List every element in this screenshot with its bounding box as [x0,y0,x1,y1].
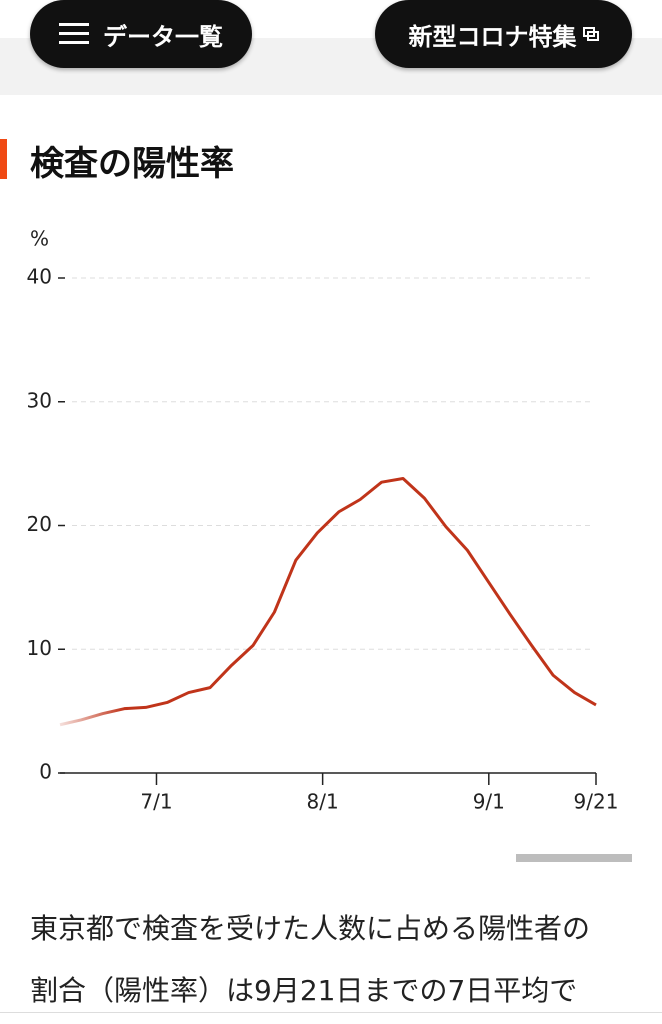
x-tick-label: 9/21 [574,790,619,814]
menu-icon [59,23,89,44]
x-tick-label: 7/1 [140,790,172,814]
title-accent [0,139,7,179]
scroll-indicator [516,854,632,862]
body-line: 東京都で検査を受けた人数に占める陽性者の [30,912,591,945]
section-title: 検査の陽性率 [30,144,234,184]
feature-button[interactable]: 新型コロナ特集 [375,0,632,68]
x-tick-label: 8/1 [307,790,339,814]
y-tick-label: 40 [27,265,52,289]
chart: % 0 10 20 30 40 7/1 8/1 9/1 9/21 [27,227,619,814]
body-text: 東京都で検査を受けた人数に占める陽性者の 割合（陽性率）は9月21日までの7日平均… [30,898,590,1022]
body-line: 割合（陽性率）は9月21日までの7日平均で [30,974,578,1007]
menu-button[interactable]: データ一覧 [30,0,252,68]
y-tick-label: 0 [39,760,52,784]
y-unit: % [30,227,49,251]
divider [0,1012,662,1013]
menu-label: データ一覧 [103,22,223,51]
feature-label: 新型コロナ特集 [408,22,577,51]
y-tick-label: 30 [27,388,52,412]
external-icon [582,27,599,41]
y-tick-label: 20 [27,512,52,536]
x-tick-label: 9/1 [473,790,505,814]
y-tick-label: 10 [27,636,52,660]
line [59,476,597,727]
